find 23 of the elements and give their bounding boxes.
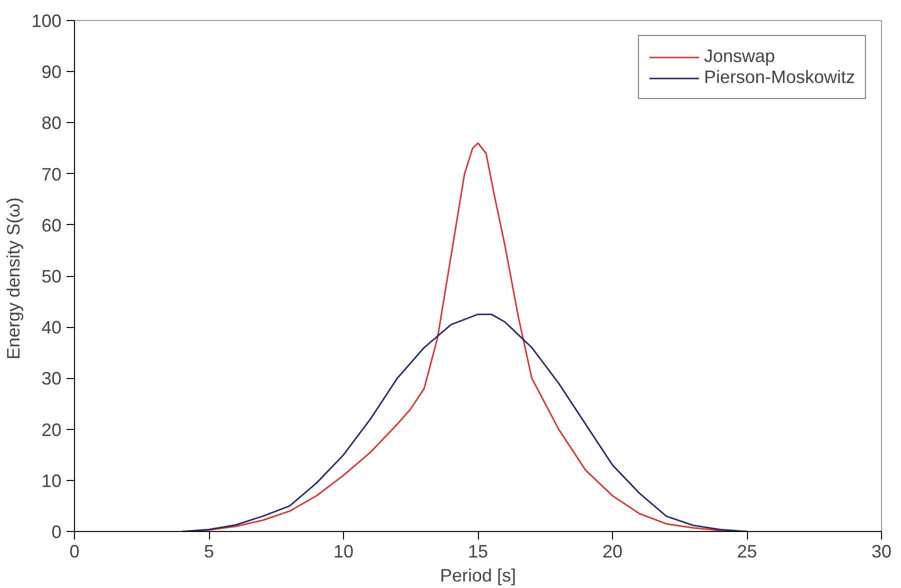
y-axis-title: Energy density S(ω) (3, 197, 24, 360)
y-tick-label: 20 (41, 420, 62, 440)
y-tick-label: 10 (41, 470, 62, 491)
x-tick-label: 25 (736, 542, 758, 562)
y-tick-label: 50 (41, 266, 62, 286)
x-tick-label: 10 (333, 542, 354, 562)
y-tick-label: 30 (41, 368, 62, 389)
x-tick-label: 20 (602, 542, 623, 562)
x-tick-label: 15 (468, 542, 488, 562)
y-tick-label: 0 (51, 522, 62, 542)
y-tick-label: 70 (41, 164, 62, 184)
y-tick-label: 80 (41, 113, 62, 134)
x-tick-label: 5 (204, 542, 214, 562)
y-tick-label: 90 (41, 62, 62, 82)
legend-label: Jonswap (704, 46, 775, 67)
legend-label: Pierson-Moskowitz (704, 67, 855, 88)
y-tick-label: 100 (31, 11, 62, 31)
y-tick-label: 60 (41, 215, 62, 236)
x-tick-label: 30 (871, 542, 892, 562)
line-series (181, 314, 748, 532)
y-tick-label: 40 (41, 318, 62, 338)
x-tick-label: 0 (69, 542, 80, 562)
x-axis-title: Period [s] (440, 566, 516, 586)
